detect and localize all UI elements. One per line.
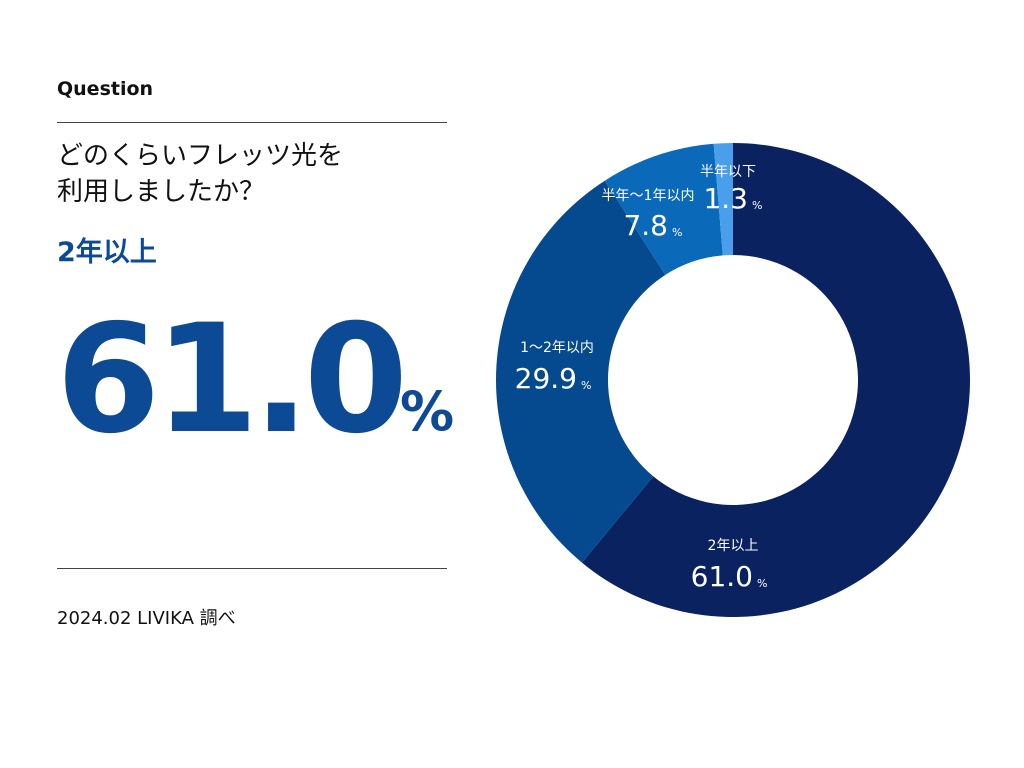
highlight-unit: % (400, 380, 455, 443)
donut-segment (713, 143, 733, 256)
donut-segment (581, 143, 970, 617)
question-label: Question (57, 78, 154, 100)
segment-value: 29.9 (515, 362, 577, 395)
segment-unit: % (752, 199, 762, 212)
question: どのくらいフレッツ光を 利用しましたか？ (57, 138, 343, 210)
highlight-value: 61.0 (56, 293, 408, 467)
segment-value: 1.3 (703, 182, 748, 215)
segment-category: 半年以下 (700, 164, 756, 180)
segment-value: 61.0 (691, 560, 753, 593)
segment-unit: % (581, 379, 591, 392)
source: 2024.02 LIVIKA 調べ (57, 608, 236, 629)
donut-segment (495, 180, 666, 563)
question-line: 利用しましたか？ (57, 177, 266, 207)
segment-category: 2年以上 (708, 538, 759, 554)
question-line: どのくらいフレッツ光を (57, 141, 344, 171)
highlight-category: 2年以上 (57, 237, 157, 268)
segment-category: 半年～1年以内 (602, 188, 695, 204)
segment-category: 1～2年以内 (520, 340, 594, 356)
divider (57, 568, 447, 569)
donut-segment (604, 143, 723, 275)
segment-unit: % (757, 577, 767, 590)
divider (57, 122, 447, 123)
segment-unit: % (672, 226, 682, 239)
segment-value: 7.8 (623, 209, 668, 242)
